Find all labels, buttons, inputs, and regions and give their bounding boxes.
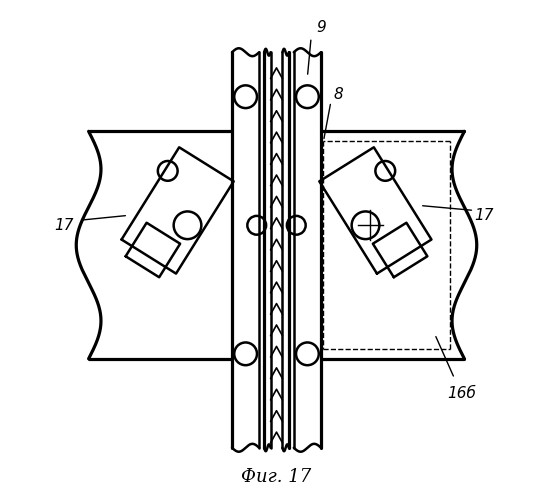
Text: 8: 8 bbox=[333, 86, 343, 102]
Text: 16б: 16б bbox=[447, 386, 476, 401]
Text: Фиг. 17: Фиг. 17 bbox=[241, 468, 312, 486]
Text: 17: 17 bbox=[474, 208, 494, 223]
Text: 17: 17 bbox=[54, 218, 74, 233]
Text: 9: 9 bbox=[316, 20, 326, 35]
